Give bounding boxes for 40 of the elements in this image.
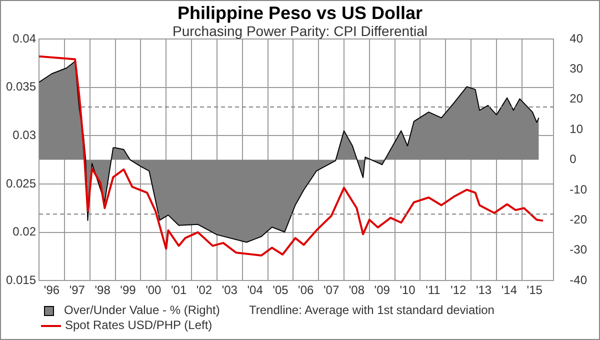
y2-tick-label: 30 [570,62,584,76]
y2-tick-label: 10 [570,122,584,136]
x-tick-label: '00 [146,283,162,298]
x-tick-label: '06 [298,283,314,298]
legend-label: Over/Under Value - % (Right) [64,303,220,318]
y-tick-label: 0.02 [12,224,36,239]
x-tick-label: '09 [374,283,390,298]
x-tick-label: '08 [348,283,365,298]
y2-tick-label: -10 [570,182,588,196]
chart-subtitle: Purchasing Power Parity: CPI Differential [172,23,428,39]
x-tick-label: '96 [44,283,60,298]
y2-tick-label: -40 [570,272,588,287]
x-tick-label: '97 [69,283,86,298]
x-tick-label: '02 [196,283,212,298]
y2-tick-label: -20 [570,212,588,227]
text: Trendline: Average with 1st standard deviation [249,303,494,317]
x-tick-label: '99 [120,283,136,298]
x-tick-label: '04 [247,283,264,298]
y2-tick-label: -30 [570,242,588,257]
x-tick-label: '10 [400,283,416,298]
x-tick-label: '01 [170,283,187,298]
y-tick-label: 0.015 [6,272,36,287]
x-tick-label: '15 [526,283,543,298]
y2-tick-label: 20 [570,92,584,106]
y-tick-label: 0.025 [6,176,36,190]
x-tick-label: '14 [501,283,518,298]
y-tick-label: 0.04 [12,31,36,46]
x-tick-label: '05 [272,283,289,298]
x-tick-label: '07 [323,283,340,298]
x-tick-label: '13 [476,283,492,298]
y2-tick-label: 0 [570,152,577,166]
y2-tick-label: 40 [570,31,584,46]
chart-title: Philippine Peso vs US Dollar [176,3,424,24]
legend-label: Spot Rates USD/PHP (Left) [65,318,212,333]
x-tick-label: '12 [450,283,466,298]
y-tick-label: 0.035 [6,80,36,94]
x-tick-label: '03 [222,283,238,298]
y-tick-label: 0.03 [12,128,36,142]
x-tick-label: '11 [426,283,441,298]
x-tick-label: '98 [94,283,111,298]
